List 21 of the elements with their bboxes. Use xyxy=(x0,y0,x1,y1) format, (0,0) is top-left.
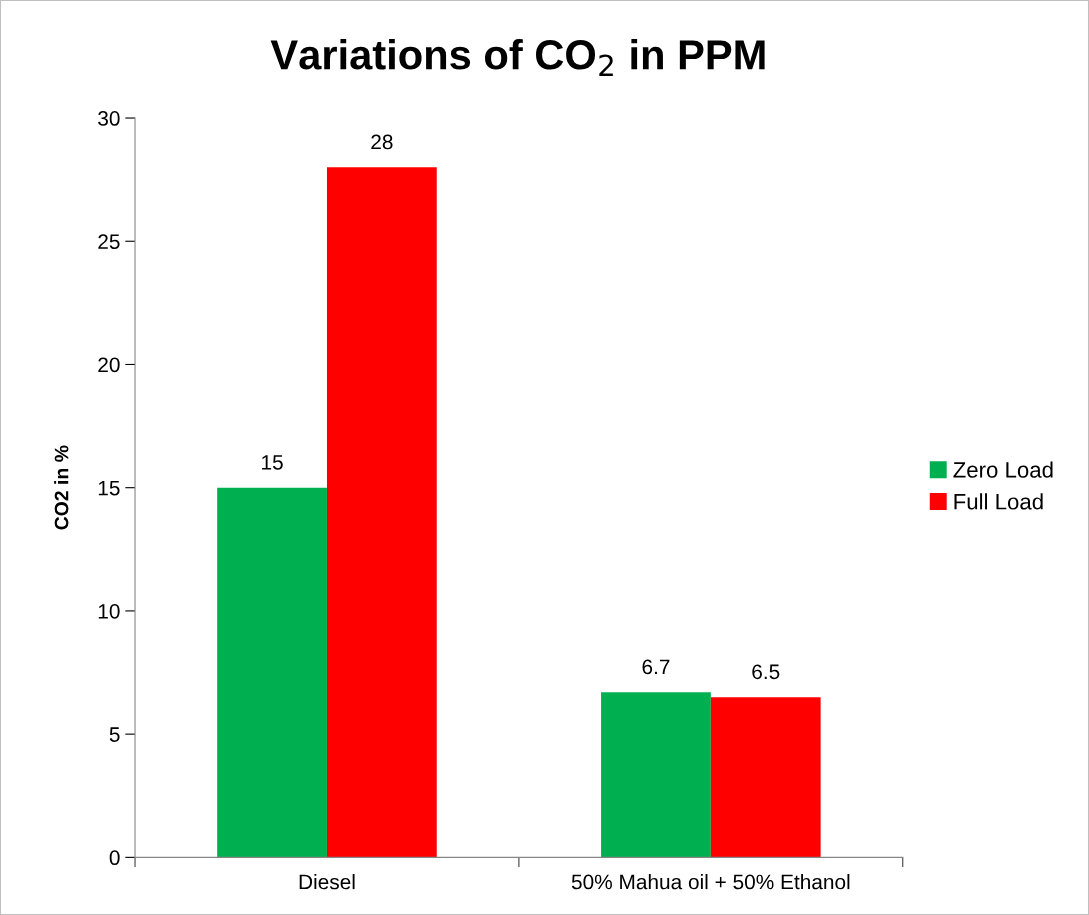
y-tick-label: 0 xyxy=(109,850,120,866)
bar xyxy=(326,167,437,858)
bar xyxy=(601,692,711,858)
bar xyxy=(217,487,327,858)
y-tick-label: 25 xyxy=(98,234,120,250)
chart-title: Variations of CO$_{2}$ in PPM xyxy=(270,39,765,77)
y-tick-label: 15 xyxy=(98,480,120,496)
y-tick-label: 20 xyxy=(98,357,120,373)
legend-label: Zero Load xyxy=(953,461,1053,478)
data-label: 28 xyxy=(371,134,393,150)
data-label: 6.5 xyxy=(752,664,780,680)
data-label: 6.7 xyxy=(642,659,670,675)
y-tick-label: 5 xyxy=(109,727,120,742)
data-label: 15 xyxy=(262,455,283,470)
y-tick-label: 10 xyxy=(98,603,120,619)
x-tick-label: 50% Mahua oil + 50% Ethanol xyxy=(571,874,850,890)
x-tick-label: Diesel xyxy=(299,874,355,890)
y-axis-title: CO2 in % xyxy=(54,445,69,530)
y-tick-label: 30 xyxy=(98,111,120,126)
legend-label: Full Load xyxy=(954,493,1043,510)
bar xyxy=(710,697,821,858)
